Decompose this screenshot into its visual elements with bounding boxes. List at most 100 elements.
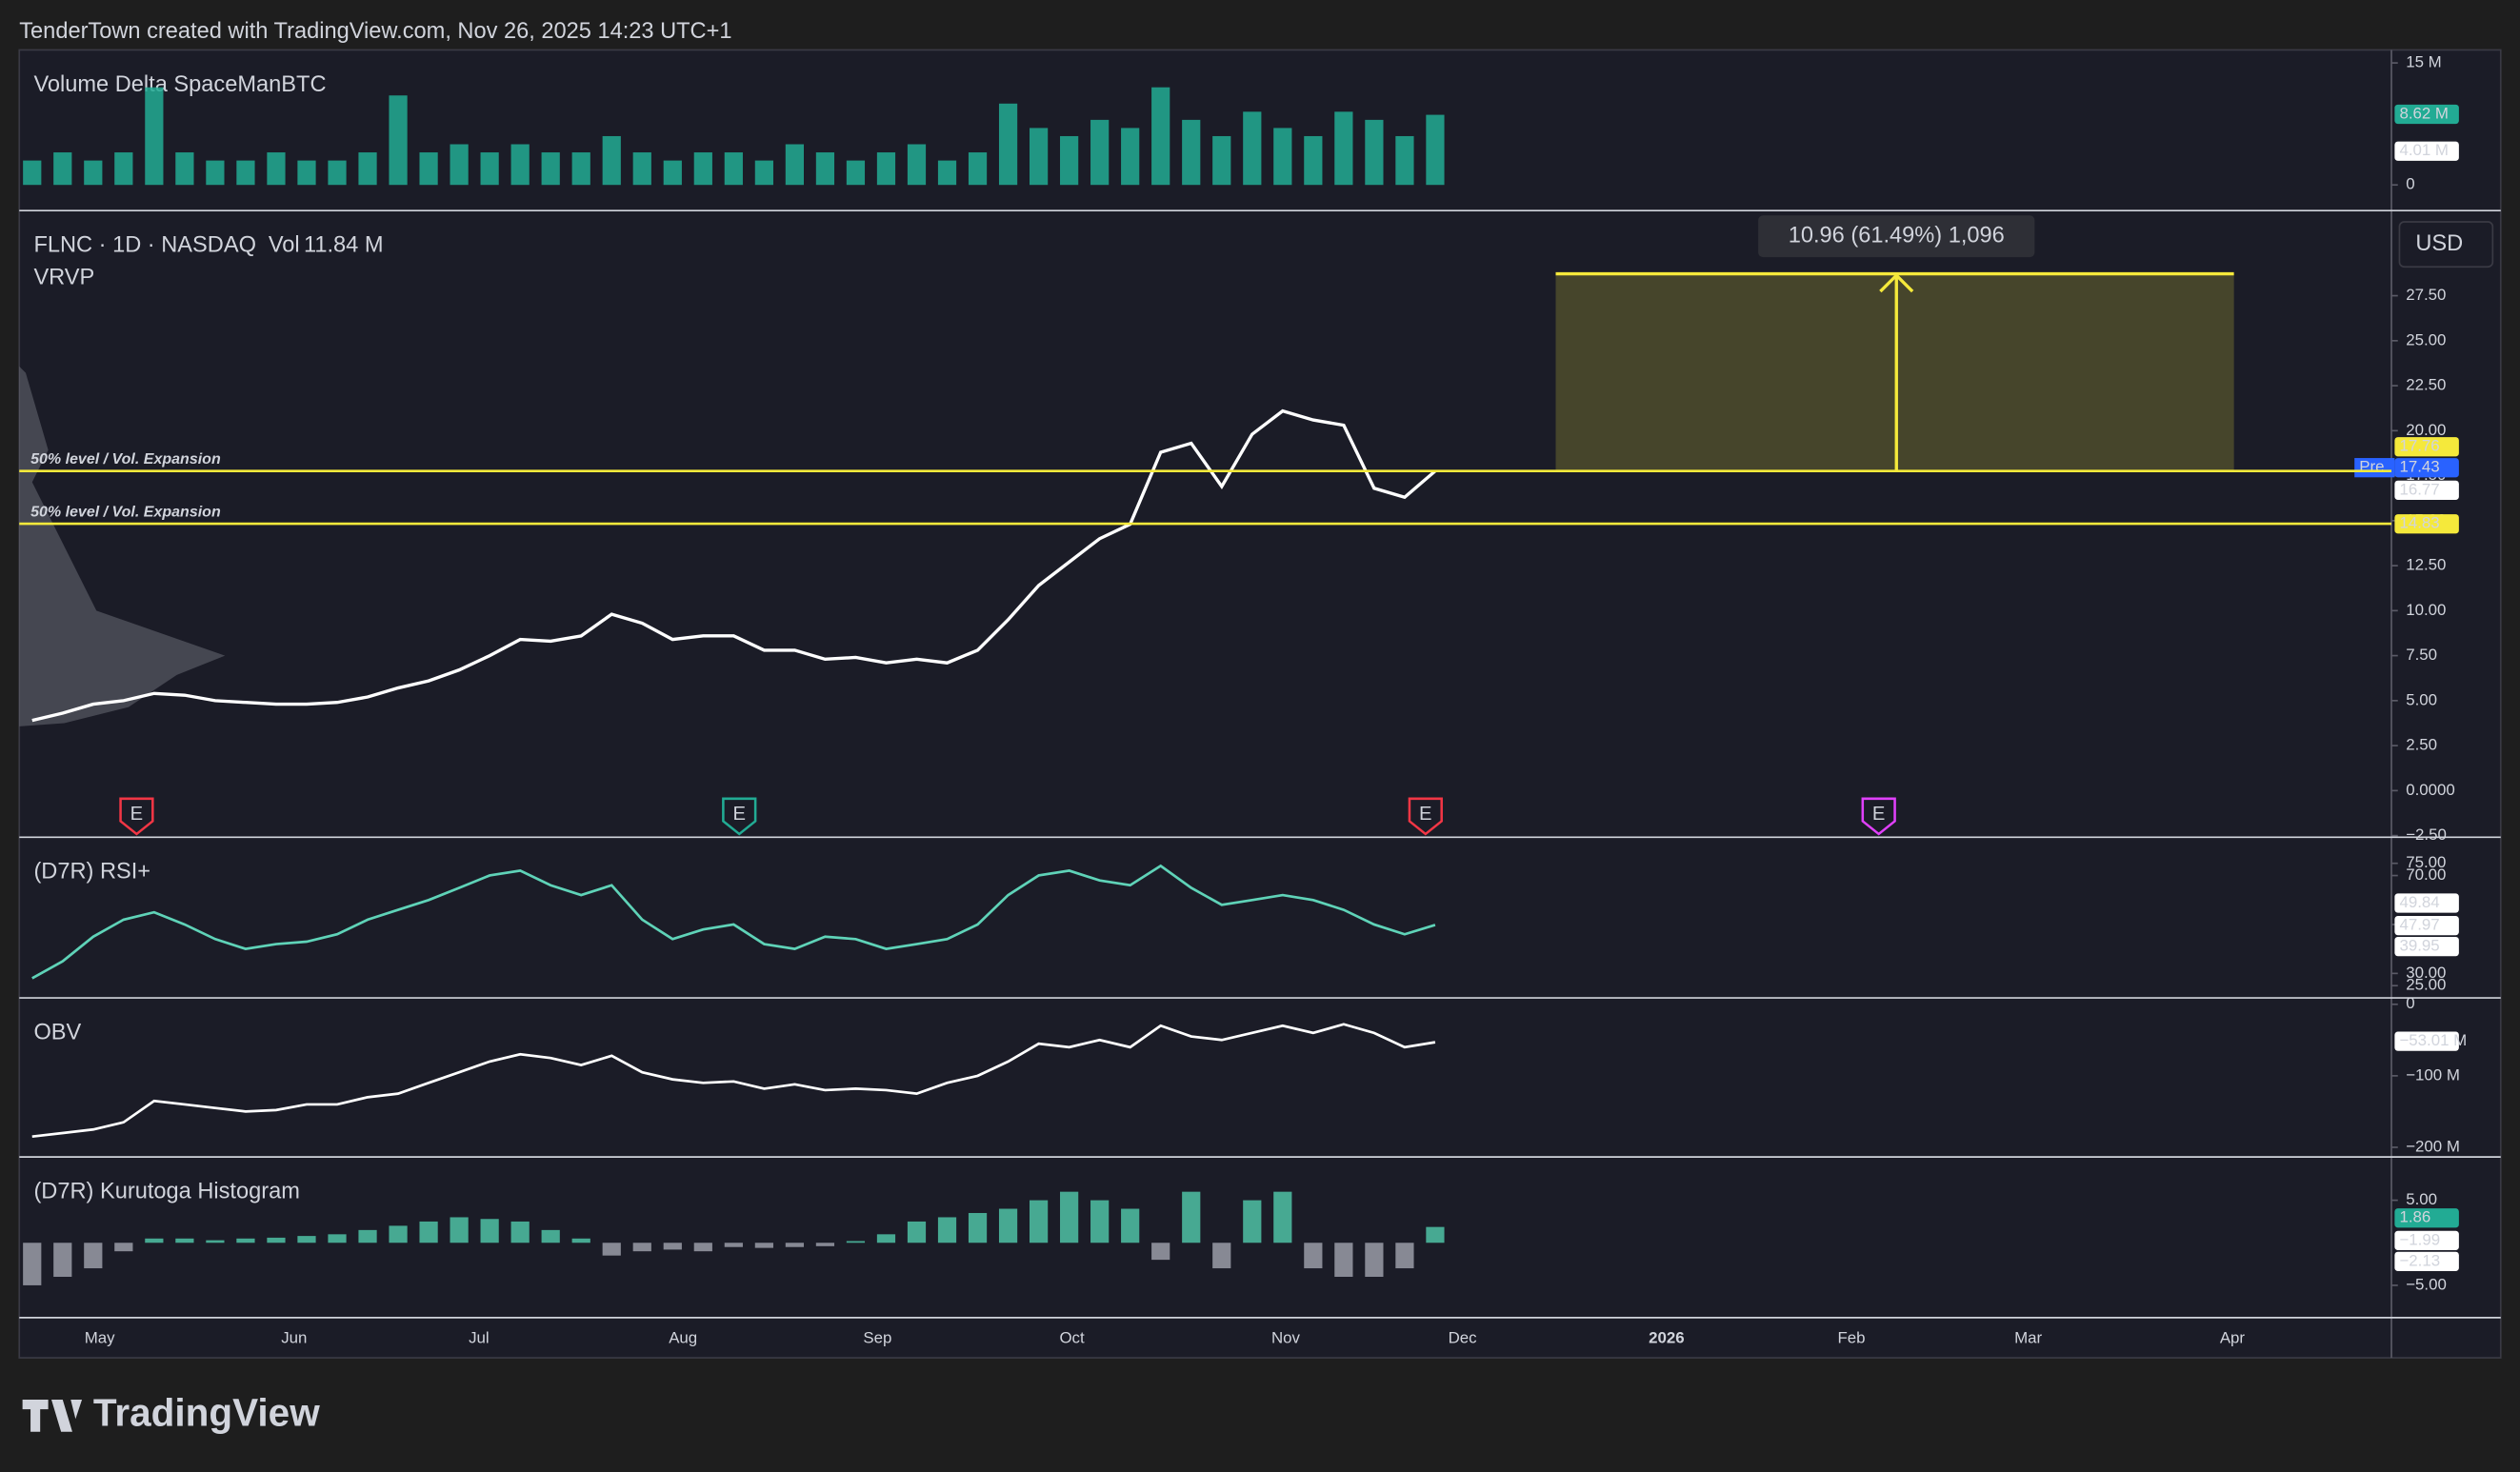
price-badge bbox=[2394, 141, 2459, 161]
y-tick-label: 20.00 bbox=[2406, 421, 2446, 439]
bar bbox=[84, 1243, 103, 1269]
currency: USD bbox=[2415, 231, 2463, 256]
time-axis-label: Mar bbox=[2014, 1328, 2042, 1346]
volume-profile bbox=[19, 366, 226, 726]
time-axis-label: Apr bbox=[2220, 1328, 2246, 1346]
bar bbox=[480, 152, 499, 186]
price-badge-label: 4.01 M bbox=[2399, 141, 2449, 159]
bar bbox=[114, 152, 133, 186]
price-badge-label: 17.76 bbox=[2399, 437, 2439, 455]
y-tick-label: 27.50 bbox=[2406, 286, 2446, 304]
bar bbox=[358, 1229, 377, 1243]
bar bbox=[206, 1240, 225, 1243]
bar bbox=[541, 152, 560, 186]
price-badge bbox=[2394, 916, 2459, 936]
bar bbox=[419, 152, 438, 186]
y-tick-label: −2.50 bbox=[2406, 826, 2447, 844]
bar bbox=[23, 160, 42, 186]
y-tick-label: 5.00 bbox=[2406, 1190, 2437, 1208]
pane-title: (D7R) RSI+ bbox=[33, 860, 150, 885]
time-axis-label: Jun bbox=[281, 1328, 307, 1346]
bar bbox=[1090, 119, 1110, 186]
bar bbox=[1182, 119, 1201, 186]
price-badge bbox=[2394, 1251, 2459, 1271]
bar bbox=[236, 1238, 255, 1243]
bar bbox=[602, 1243, 621, 1256]
bar bbox=[206, 160, 225, 186]
line-series bbox=[31, 864, 1436, 980]
bar bbox=[419, 1221, 438, 1243]
bar bbox=[1334, 111, 1353, 186]
y-tick-label: −200 M bbox=[2406, 1137, 2460, 1155]
bar bbox=[450, 144, 469, 186]
measure-arrowhead bbox=[1879, 272, 1914, 293]
time-axis-label: Oct bbox=[1059, 1328, 1085, 1346]
bar bbox=[1151, 1243, 1170, 1261]
bar bbox=[145, 87, 164, 186]
measure-label-box bbox=[1758, 215, 2035, 258]
bar bbox=[236, 160, 255, 186]
bar bbox=[267, 152, 286, 186]
y-tick-label: 22.50 bbox=[2406, 376, 2446, 394]
price-badge-label: 47.97 bbox=[2399, 916, 2439, 934]
y-tick-label: 0.0000 bbox=[2406, 781, 2455, 799]
time-axis-label: Aug bbox=[669, 1328, 697, 1346]
bar bbox=[1151, 87, 1170, 186]
earnings-letter: E bbox=[1419, 804, 1432, 825]
bar bbox=[1212, 135, 1231, 186]
bar bbox=[267, 1237, 286, 1243]
bar bbox=[937, 1217, 957, 1243]
time-axis-label: May bbox=[85, 1328, 115, 1346]
bar bbox=[1334, 1243, 1353, 1277]
bar bbox=[1243, 1200, 1262, 1243]
attribution: TenderTown created with TradingView.com,… bbox=[19, 19, 731, 44]
pane-title: OBV bbox=[33, 1020, 81, 1044]
bar bbox=[937, 160, 957, 186]
bar bbox=[632, 152, 651, 186]
time-axis-label: Jul bbox=[469, 1328, 490, 1346]
bar bbox=[53, 152, 72, 186]
price-badge bbox=[2394, 893, 2459, 913]
bar bbox=[693, 152, 712, 186]
bar bbox=[1090, 1200, 1110, 1243]
bar bbox=[724, 152, 743, 186]
price-badge-label: 16.77 bbox=[2399, 480, 2439, 498]
bar bbox=[846, 1241, 866, 1243]
time-axis-label: 2026 bbox=[1649, 1328, 1685, 1346]
bar bbox=[1060, 1191, 1079, 1243]
bar bbox=[1121, 1208, 1140, 1243]
level-label: 50% level / Vol. Expansion bbox=[30, 450, 221, 467]
symbol-vol: 11.84 M bbox=[304, 233, 384, 258]
brand: TradingView bbox=[93, 1391, 320, 1435]
price-badge-label: 17.43 bbox=[2399, 458, 2439, 476]
line-series bbox=[31, 1023, 1436, 1139]
y-tick-label: 25.00 bbox=[2406, 330, 2446, 348]
price-badge-label: 49.84 bbox=[2399, 893, 2439, 911]
bar bbox=[968, 1212, 988, 1243]
bar bbox=[1273, 128, 1292, 186]
bar bbox=[389, 95, 408, 186]
bar bbox=[1395, 1243, 1414, 1269]
price-badge bbox=[2394, 1031, 2459, 1051]
y-tick-label: 30.00 bbox=[2406, 964, 2446, 982]
earnings-icon bbox=[119, 797, 154, 836]
bar bbox=[846, 160, 866, 186]
bar bbox=[1273, 1191, 1292, 1243]
bar bbox=[328, 160, 347, 186]
y-tick-label: 70.00 bbox=[2406, 865, 2446, 884]
bar bbox=[1304, 1243, 1323, 1269]
bar bbox=[907, 144, 927, 186]
earnings-icon bbox=[722, 797, 757, 836]
earnings-letter: E bbox=[130, 804, 144, 825]
bar bbox=[1029, 128, 1049, 186]
bar bbox=[1060, 135, 1079, 186]
price-badge-label: −2.13 bbox=[2399, 1251, 2440, 1269]
earnings-icon bbox=[1408, 797, 1443, 836]
price-badge-label: 8.62 M bbox=[2399, 104, 2449, 122]
price-badge-label: 1.86 bbox=[2399, 1208, 2430, 1226]
indicator-name: VRVP bbox=[33, 265, 94, 289]
price-badge bbox=[2394, 458, 2459, 478]
bar bbox=[571, 152, 590, 186]
bar bbox=[724, 1243, 743, 1247]
